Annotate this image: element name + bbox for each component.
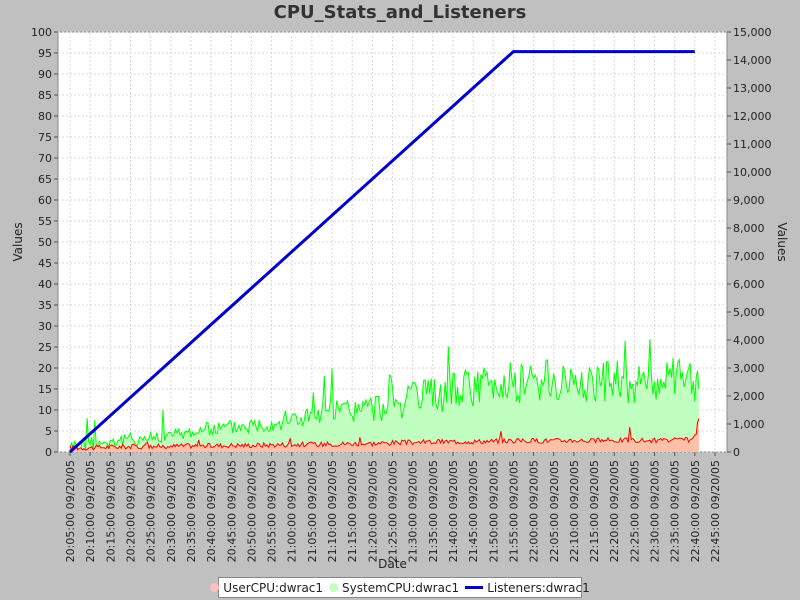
y-tick-label: 75 (38, 131, 52, 144)
legend-item-systemcpu: SystemCPU:dwrac1 (329, 581, 459, 595)
series-fill-usercpu (70, 418, 699, 452)
x-tick-label: 20:30:00 09/20/05 (165, 460, 178, 562)
x-tick-label: 20:20:00 09/20/05 (124, 460, 137, 562)
y-tick-label: 40 (38, 278, 52, 291)
legend-swatch-listeners (465, 586, 484, 589)
x-tick-label: 20:05:00 09/20/05 (64, 460, 77, 562)
x-axis-label: Date (378, 557, 407, 571)
x-tick-label: 20:15:00 09/20/05 (104, 460, 117, 562)
legend-label-systemcpu: SystemCPU:dwrac1 (342, 580, 460, 595)
y-tick-label: 35 (38, 299, 52, 312)
y2-tick-label: 15,000 (733, 26, 772, 39)
x-tick-label: 20:25:00 09/20/05 (145, 460, 158, 562)
x-tick-label: 21:50:00 09/20/05 (487, 460, 500, 562)
series-line-listeners (68, 50, 695, 454)
x-tick-label: 20:55:00 09/20/05 (266, 460, 279, 562)
y-tick-label: 80 (38, 110, 52, 123)
y-tick-label: 15 (38, 383, 52, 396)
y-tick-label: 70 (38, 152, 52, 165)
x-tick-label: 21:25:00 09/20/05 (387, 460, 400, 562)
y-tick-label: 95 (38, 47, 52, 60)
legend: UserCPU:dwrac1 SystemCPU:dwrac1 Listener… (210, 577, 590, 598)
y2-tick-label: 5,000 (733, 306, 765, 319)
legend-label-usercpu: UserCPU:dwrac1 (223, 580, 324, 595)
x-tick-label: 22:35:00 09/20/05 (669, 460, 682, 562)
y-tick-label: 45 (38, 257, 52, 270)
x-tick-label: 22:30:00 09/20/05 (649, 460, 662, 562)
y2-axis-label: Values (775, 222, 789, 261)
y2-tick-label: 3,000 (733, 362, 765, 375)
y2-tick-label: 9,000 (733, 194, 765, 207)
legend-label-listeners: Listeners:dwrac1 (487, 580, 590, 595)
y2-tick-label: 13,000 (733, 82, 772, 95)
y2-tick-label: 8,000 (733, 222, 765, 235)
y-tick-label: 60 (38, 194, 52, 207)
y-tick-label: 85 (38, 89, 52, 102)
chart-title: CPU_Stats_and_Listeners (274, 2, 527, 23)
left-axis-ticks: 0 5 10 15 20 25 30 35 40 45 50 55 60 65 70 75 80 85 90 95 10… (31, 26, 58, 459)
x-tick-label: 20:40:00 09/20/05 (205, 460, 218, 562)
x-tick-label: 21:15:00 09/20/05 (346, 460, 359, 562)
x-tick-label: 21:10:00 09/20/05 (326, 460, 339, 562)
y-tick-label: 5 (45, 425, 52, 438)
x-tick-label: 22:15:00 09/20/05 (588, 460, 601, 562)
y-tick-label: 0 (45, 446, 52, 459)
x-tick-label: 21:40:00 09/20/05 (447, 460, 460, 562)
x-tick-label: 22:20:00 09/20/05 (608, 460, 621, 562)
y2-tick-label: 2,000 (733, 390, 765, 403)
x-tick-label: 21:20:00 09/20/05 (366, 460, 379, 562)
y2-tick-label: 10,000 (733, 166, 772, 179)
y2-tick-label: 11,000 (733, 138, 772, 151)
x-tick-label: 20:50:00 09/20/05 (245, 460, 258, 562)
y2-tick-label: 0 (733, 446, 740, 459)
series-line-systemcpu (69, 339, 700, 451)
x-tick-label: 22:40:00 09/20/05 (689, 460, 702, 562)
x-tick-label: 22:10:00 09/20/05 (568, 460, 581, 562)
y2-tick-label: 12,000 (733, 110, 772, 123)
x-tick-label: 21:00:00 09/20/05 (286, 460, 299, 562)
x-tick-label: 21:35:00 09/20/05 (427, 460, 440, 562)
y2-tick-label: 4,000 (733, 334, 765, 347)
y-tick-label: 50 (38, 236, 52, 249)
x-tick-label: 20:45:00 09/20/05 (225, 460, 238, 562)
right-axis-ticks: 0 1,000 2,000 3,000 4,000 5,000 6,000 7,000 8,00… (727, 26, 772, 459)
x-tick-label: 22:25:00 09/20/05 (628, 460, 641, 562)
x-tick-label: 22:05:00 09/20/05 (548, 460, 561, 562)
x-tick-label: 21:55:00 09/20/05 (507, 460, 520, 562)
y-tick-label: 100 (31, 26, 52, 39)
x-tick-label: 20:10:00 09/20/05 (84, 460, 97, 562)
x-tick-label: 22:00:00 09/20/05 (528, 460, 541, 562)
legend-swatch-systemcpu (329, 583, 339, 592)
y-axis-label: Values (11, 222, 25, 261)
y2-tick-label: 6,000 (733, 278, 765, 291)
y-tick-label: 65 (38, 173, 52, 186)
y-tick-label: 25 (38, 341, 52, 354)
legend-item-usercpu: UserCPU:dwrac1 (210, 581, 323, 595)
series-line-usercpu (69, 418, 700, 452)
x-tick-label: 22:45:00 09/20/05 (709, 460, 722, 562)
y-tick-label: 10 (38, 404, 52, 417)
y-tick-label: 90 (38, 68, 52, 81)
y-tick-label: 20 (38, 362, 52, 375)
y-tick-label: 30 (38, 320, 52, 333)
y2-tick-label: 1,000 (733, 418, 765, 431)
series-fill-systemcpu (70, 339, 699, 452)
x-tick-label: 20:35:00 09/20/05 (185, 460, 198, 562)
y-tick-label: 55 (38, 215, 52, 228)
y2-tick-label: 7,000 (733, 250, 765, 263)
legend-swatch-usercpu (210, 583, 220, 592)
y2-tick-label: 14,000 (733, 54, 772, 67)
x-tick-label: 21:30:00 09/20/05 (407, 460, 420, 562)
x-tick-label: 21:45:00 09/20/05 (467, 460, 480, 562)
series-layer (68, 50, 700, 454)
x-axis-ticks: 20:05:00 09/20/05 20:10:00 09/20/05 20:15:… (64, 452, 722, 562)
legend-item-listeners: Listeners:dwrac1 (465, 581, 590, 595)
x-tick-label: 21:05:00 09/20/05 (306, 460, 319, 562)
